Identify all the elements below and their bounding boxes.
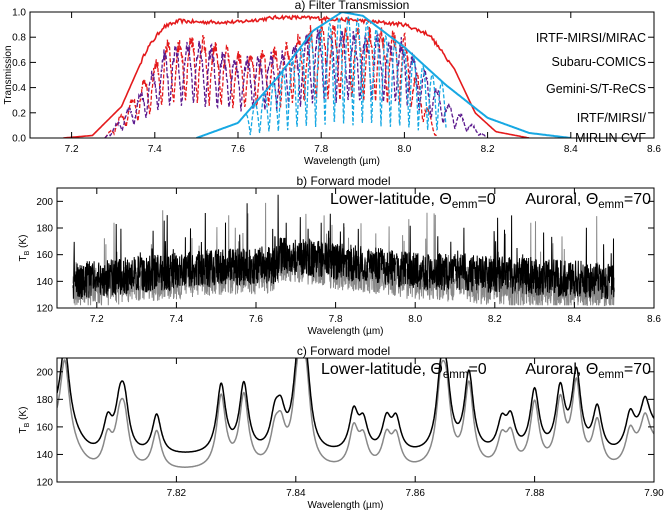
legend-entry: IRTF/MIRSI/ <box>577 111 647 125</box>
x-tick-label: 7.2 <box>90 314 104 325</box>
x-tick-label: 7.8 <box>314 144 328 155</box>
panel-c: c) Forward model 7.82 7.84 7.86 7.88 7.90 120 1… <box>18 344 664 511</box>
x-axis-label: Wavelength (µm) <box>304 156 380 167</box>
legend-entry: IRTF-MIRSI/MIRAC <box>536 31 646 45</box>
y-tick-label: 180 <box>36 395 53 406</box>
series-line <box>104 18 439 138</box>
series-line <box>196 12 571 138</box>
x-tick-label: 8.6 <box>647 144 661 155</box>
x-axis-label: Wavelength (µm) <box>308 500 384 511</box>
x-tick-label: 7.4 <box>169 314 183 325</box>
x-tick-label: 7.88 <box>525 488 545 499</box>
x-tick-label: 7.84 <box>286 488 306 499</box>
x-tick-label: 8.2 <box>488 314 502 325</box>
plot-frame <box>56 187 655 309</box>
legend-entry: Lower-latitude, Θemm=0 <box>330 191 496 211</box>
series-line <box>245 16 447 136</box>
y-tick-label: 140 <box>36 450 53 461</box>
y-tick-label: 0.4 <box>12 83 26 94</box>
series-line <box>63 14 530 138</box>
x-tick-label: 7.2 <box>65 144 79 155</box>
x-tick-label: 7.4 <box>148 144 162 155</box>
y-tick-label: 1.0 <box>12 8 26 19</box>
y-tick-label: 120 <box>36 478 53 489</box>
x-tick-label: 7.6 <box>231 144 245 155</box>
x-axis-label: Wavelength (µm) <box>308 326 384 337</box>
series-line <box>104 29 488 138</box>
x-tick-label: 7.8 <box>329 314 343 325</box>
series-line <box>57 358 654 453</box>
y-tick-label: 0.2 <box>12 108 26 119</box>
chart-title: b) Forward model <box>296 174 390 188</box>
x-tick-label: 7.82 <box>167 488 187 499</box>
x-tick-label: 7.6 <box>249 314 263 325</box>
y-tick-label: 160 <box>36 422 53 433</box>
y-tick-label: 0.0 <box>12 134 26 145</box>
series-line <box>57 358 654 468</box>
y-tick-label: 200 <box>36 367 53 378</box>
panel-b: b) Forward model 7.2 7.4 7.6 7.8 8.0 8.2 8.4 8.6… <box>18 174 661 337</box>
chart-title: c) Forward model <box>297 344 390 358</box>
legend-entry: Gemini-S/T-ReCS <box>546 82 646 96</box>
x-tick-label: 8.6 <box>647 314 661 325</box>
panel-a: a) Filter Transmission 7.2 7.4 7.6 7.8 8.0 8.2… <box>3 0 661 167</box>
chart-title: a) Filter Transmission <box>295 0 410 12</box>
y-tick-label: 0.8 <box>12 33 26 44</box>
plot-frame <box>29 11 655 139</box>
x-tick-label: 7.90 <box>644 488 664 499</box>
plot-area <box>57 358 654 468</box>
y-axis-label: TB (K) <box>18 235 31 262</box>
legend-entry: Subaru-COMICS <box>552 55 646 69</box>
y-tick-label: 180 <box>36 224 53 235</box>
legend-entry: Auroral, Θemm=70 <box>525 361 651 381</box>
y-tick-label: 0.6 <box>12 58 26 69</box>
x-tick-label: 8.4 <box>564 144 578 155</box>
plot-area <box>63 12 571 138</box>
x-tick-label: 8.0 <box>397 144 411 155</box>
y-tick-label: 120 <box>36 304 53 315</box>
legend-entry: Lower-latitude, Θemm=0 <box>321 361 487 381</box>
x-tick-label: 8.0 <box>408 314 422 325</box>
x-tick-label: 8.4 <box>567 314 581 325</box>
y-tick-label: 200 <box>36 197 53 208</box>
plot-frame <box>56 357 655 483</box>
y-axis-label: Transmission <box>3 45 14 104</box>
plot-area <box>72 194 615 307</box>
y-tick-label: 140 <box>36 277 53 288</box>
legend-entry: Auroral, Θemm=70 <box>525 191 651 211</box>
x-tick-label: 8.2 <box>481 144 495 155</box>
y-axis-label: TB (K) <box>18 407 31 434</box>
y-tick-label: 160 <box>36 250 53 261</box>
series-line <box>72 194 615 300</box>
x-tick-label: 7.86 <box>405 488 425 499</box>
legend-entry: MIRLIN CVF <box>575 131 646 145</box>
